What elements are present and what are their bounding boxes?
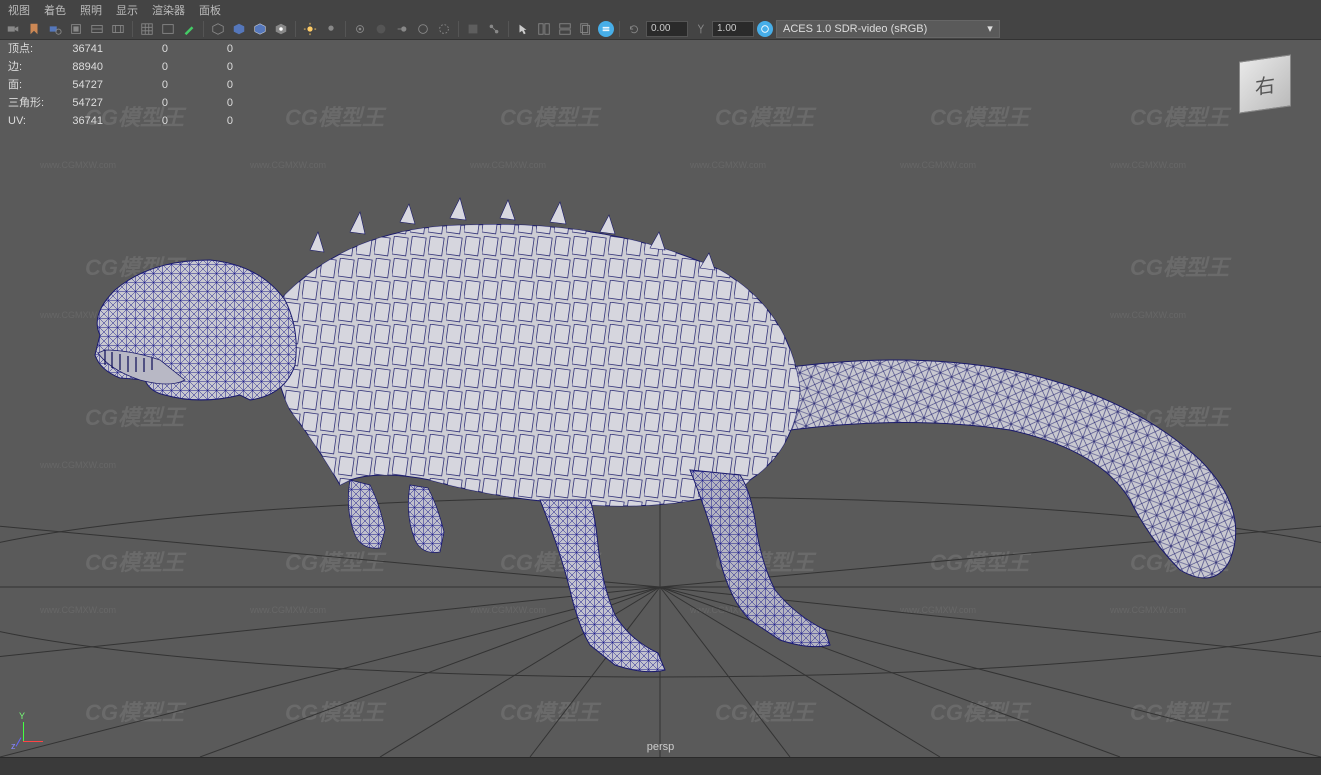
select-camera-icon[interactable]	[4, 20, 22, 38]
gamma-field[interactable]	[712, 21, 754, 37]
menu-display[interactable]: 显示	[116, 2, 138, 16]
axis-y-label: Y	[19, 711, 25, 721]
watermark-url: www.CGMXW.com	[250, 160, 326, 170]
isolate-icon[interactable]	[351, 20, 369, 38]
watermark: CG模型王	[930, 100, 1029, 132]
image-plane-icon[interactable]	[67, 20, 85, 38]
resolution-gate-icon[interactable]	[159, 20, 177, 38]
camera-name: persp	[647, 741, 675, 753]
bookmark-icon[interactable]	[25, 20, 43, 38]
greasepencil-icon[interactable]	[180, 20, 198, 38]
menu-view[interactable]: 视图	[8, 2, 30, 16]
watermark-url: www.CGMXW.com	[40, 160, 116, 170]
menu-lighting[interactable]: 照明	[80, 2, 102, 16]
reset-icon[interactable]	[625, 20, 643, 38]
pointer-icon[interactable]	[514, 20, 532, 38]
poly-stats: 顶点:3674100 边:8894000 面:5472700 三角形:54727…	[8, 40, 253, 130]
watermark: CG模型王	[715, 100, 814, 132]
grid-icon[interactable]	[138, 20, 156, 38]
film-gate-icon[interactable]	[88, 20, 106, 38]
watermark: CG模型王	[500, 100, 599, 132]
menu-renderer[interactable]: 渲染器	[152, 2, 185, 16]
gate-mask-icon[interactable]	[109, 20, 127, 38]
watermark: CG模型王	[1130, 100, 1229, 132]
watermark: CG模型王	[285, 100, 384, 132]
ao-icon[interactable]	[372, 20, 390, 38]
colorspace-dropdown[interactable]: ACES 1.0 SDR-video (sRGB) ▾	[776, 20, 1000, 38]
dinosaur-mesh	[50, 170, 1270, 690]
viewport[interactable]: 顶点:3674100 边:8894000 面:5472700 三角形:54727…	[0, 40, 1321, 757]
xray-joints-icon[interactable]	[485, 20, 503, 38]
xray-icon[interactable]	[464, 20, 482, 38]
wireframe-icon[interactable]	[209, 20, 227, 38]
gamma-icon[interactable]	[691, 20, 709, 38]
viewport-toolbar: ACES 1.0 SDR-video (sRGB) ▾	[0, 18, 1321, 40]
exposure-field[interactable]	[646, 21, 688, 37]
viewcube-face-right[interactable]: 右	[1239, 54, 1291, 113]
motion-blur-icon[interactable]	[393, 20, 411, 38]
menu-shading[interactable]: 着色	[44, 2, 66, 16]
watermark-url: www.CGMXW.com	[900, 160, 976, 170]
chevron-down-icon: ▾	[987, 22, 993, 35]
camera-settings-icon[interactable]	[46, 20, 64, 38]
axis-gizmo[interactable]: Y z	[15, 707, 55, 747]
copy-icon[interactable]	[577, 20, 595, 38]
wireframe-shaded-icon[interactable]	[251, 20, 269, 38]
light-icon[interactable]	[301, 20, 319, 38]
watermark-url: www.CGMXW.com	[1110, 160, 1186, 170]
watermark-url: www.CGMXW.com	[470, 160, 546, 170]
axis-z-label: z	[11, 741, 16, 751]
color-management-icon[interactable]	[757, 21, 773, 37]
panel-layout-icon[interactable]	[535, 20, 553, 38]
watermark-url: www.CGMXW.com	[690, 160, 766, 170]
preferences-icon[interactable]	[598, 21, 614, 37]
dof-icon[interactable]	[435, 20, 453, 38]
view-cube[interactable]: 右	[1231, 50, 1301, 120]
menu-bar: 视图 着色 照明 显示 渲染器 面板	[0, 0, 1321, 18]
aa-icon[interactable]	[414, 20, 432, 38]
panel-split-icon[interactable]	[556, 20, 574, 38]
textured-icon[interactable]	[272, 20, 290, 38]
menu-panels[interactable]: 面板	[199, 2, 221, 16]
timeline[interactable]	[0, 757, 1321, 775]
shadows-icon[interactable]	[322, 20, 340, 38]
shaded-icon[interactable]	[230, 20, 248, 38]
